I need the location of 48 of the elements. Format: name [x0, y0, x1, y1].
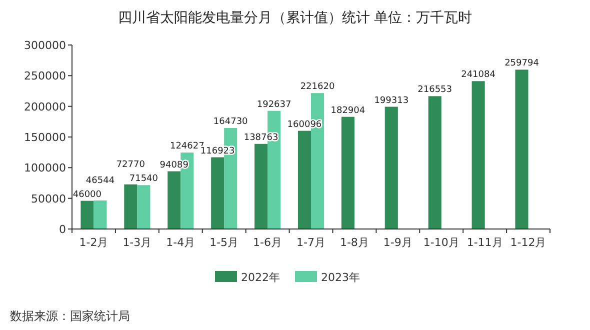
x-tick-label: 1-4月 — [166, 236, 196, 249]
data-label: 124627 — [170, 142, 204, 152]
y-tick-label: 250000 — [24, 70, 66, 83]
data-label: 241084 — [461, 70, 496, 80]
bar — [341, 116, 354, 229]
data-label: 221620 — [300, 82, 335, 92]
x-tick-label: 1-10月 — [423, 236, 460, 249]
data-label: 182904 — [330, 106, 366, 116]
x-tick-label: 1-9月 — [383, 236, 412, 249]
bar — [298, 130, 311, 229]
x-tick-label: 1-5月 — [210, 236, 239, 249]
data-label: 192637 — [256, 100, 292, 110]
x-tick-label: 1-8月 — [340, 236, 369, 249]
x-tick-label: 1-12月 — [510, 236, 546, 249]
chart-title: 四川省太阳能发电量分月（累计值）统计 单位：万千瓦时 — [118, 10, 472, 26]
data-label: 259794 — [504, 58, 540, 69]
bar — [384, 106, 398, 229]
bar — [472, 81, 485, 229]
data-label: 46544 — [86, 176, 115, 186]
data-label: 72770 — [116, 160, 146, 170]
data-label: 216553 — [418, 85, 452, 96]
data-label: 71540 — [129, 174, 158, 184]
legend-label: 2023年 — [321, 271, 360, 284]
bar — [428, 96, 442, 229]
x-tick-label: 1-7月 — [296, 236, 326, 249]
y-tick-label: 200000 — [24, 100, 66, 114]
bar — [137, 185, 150, 229]
y-tick-label: 50000 — [31, 192, 66, 206]
x-tick-label: 1-3月 — [122, 236, 152, 249]
x-tick-label: 1-11月 — [466, 236, 503, 249]
data-label: 46000 — [72, 190, 102, 200]
data-label: 199313 — [374, 96, 409, 106]
bar — [515, 70, 528, 229]
bar — [254, 144, 268, 229]
y-tick-label: 100000 — [24, 162, 66, 175]
y-tick-label: 0 — [59, 223, 66, 236]
bar — [124, 184, 138, 229]
x-tick-label: 1-2月 — [79, 236, 108, 249]
bar — [211, 157, 224, 229]
bar — [168, 171, 181, 229]
y-tick-label: 150000 — [24, 131, 66, 144]
bar — [80, 200, 94, 229]
data-label: 164730 — [213, 116, 248, 127]
source-note: 数据来源：国家统计局 — [10, 309, 130, 323]
bar — [94, 200, 107, 229]
x-tick-label: 1-6月 — [253, 236, 282, 249]
legend-label: 2022年 — [241, 271, 280, 284]
y-tick-label: 300000 — [24, 39, 66, 52]
